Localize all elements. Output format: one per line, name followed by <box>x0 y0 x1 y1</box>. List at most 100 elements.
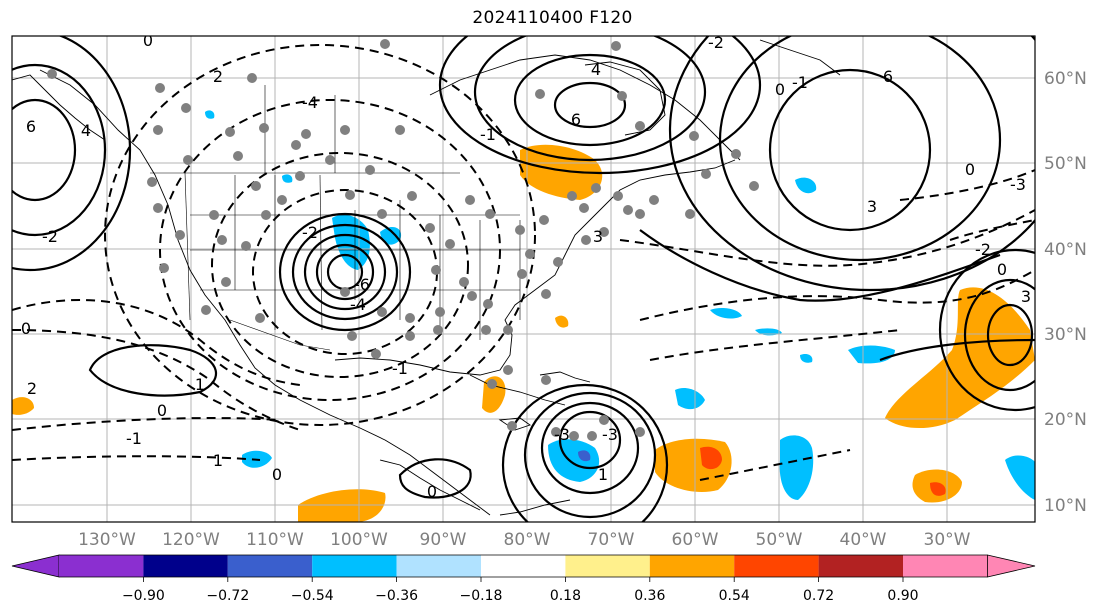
contour-label: 0 <box>143 31 153 50</box>
shading-layer <box>12 110 1035 522</box>
contour-label: -2 <box>975 240 991 259</box>
contour-lines <box>12 36 1035 522</box>
lon-label-60w: 60°W <box>672 530 719 550</box>
colorbar-tick-label: 0.72 <box>803 588 834 604</box>
lat-label-20n: 20°N <box>1044 410 1087 430</box>
contour-label: -6 <box>354 275 370 294</box>
colorbar-bin <box>59 555 144 577</box>
contour-label: -3 <box>554 425 570 444</box>
contour-label: -1 <box>480 125 496 144</box>
pacific-high-rings <box>12 36 132 272</box>
contour-label: -2 <box>302 223 318 242</box>
contour-label: 1 <box>213 451 223 470</box>
colorbar-tick-label: −0.36 <box>375 588 418 604</box>
shade-strong-negative-caribbean <box>578 450 591 462</box>
lat-label-40n: 40°N <box>1044 240 1087 260</box>
lon-label-90w: 90°W <box>420 530 467 550</box>
shade-negative-small2 <box>282 174 293 183</box>
colorbar-bin <box>565 555 650 577</box>
colorbar-tick-label: 0.54 <box>719 588 750 604</box>
shade-negative-small3 <box>800 353 813 363</box>
colorbar: −0.90 −0.72 −0.54 −0.36 −0.18 0.18 0.36 … <box>11 554 1036 604</box>
coastlines <box>12 39 841 516</box>
caribbean-low-rings <box>501 383 669 522</box>
misc-dashed <box>12 169 1035 481</box>
colorbar-tick-label: −0.54 <box>291 588 334 604</box>
map-panel: 0 2 -4 6 4 -2 0 -2 -6 -4 1 2 -1 0 1 -1 0… <box>12 31 1035 522</box>
contour-labels: 0 2 -4 6 4 -2 0 -2 -6 -4 1 2 -1 0 1 -1 0… <box>21 31 1031 501</box>
lon-label-70w: 70°W <box>588 530 635 550</box>
shade-negative-plains-b <box>380 226 402 245</box>
shade-strong-caribbean <box>700 446 722 470</box>
map-title: 2024110400 F120 <box>472 8 633 28</box>
colorbar-extend-high <box>987 554 1036 578</box>
colorbar-tick-label: 0.90 <box>887 588 918 604</box>
colorbar-bin <box>818 555 903 577</box>
shade-negative-atlantic-4 <box>675 388 705 410</box>
colorbar-bin <box>649 555 735 577</box>
ne-high-rings <box>438 36 762 175</box>
shade-positive-west-edge <box>12 397 34 415</box>
contour-label: 4 <box>591 60 601 79</box>
longitude-labels: 130°W 120°W 110°W 100°W 90°W 80°W 70°W 6… <box>78 530 971 550</box>
contour-label: -1 <box>792 73 808 92</box>
lon-label-50w: 50°W <box>756 530 803 550</box>
shade-negative-small <box>205 110 215 119</box>
colorbar-bin <box>143 555 228 577</box>
lon-label-30w: 30°W <box>924 530 971 550</box>
contour-label: 0 <box>775 80 785 99</box>
contour-label: 1 <box>195 375 205 394</box>
shade-positive-pacific <box>298 489 386 522</box>
east-atlantic-rings <box>938 248 1035 412</box>
contour-label: 0 <box>965 160 975 179</box>
contour-label: 3 <box>1021 287 1031 306</box>
contour-label: 3 <box>867 197 877 216</box>
contour-label: 2 <box>213 67 223 86</box>
colorbar-bin <box>396 555 481 577</box>
lat-label-30n: 30°N <box>1044 325 1087 345</box>
colorbar-extend-low <box>11 554 60 578</box>
contour-label: 6 <box>883 67 893 86</box>
shade-positive-canada <box>520 144 603 200</box>
contour-label: 6 <box>26 117 36 136</box>
contour-label: -4 <box>350 295 366 314</box>
colorbar-bin <box>481 555 566 577</box>
atlantic-high-rings <box>668 36 1035 292</box>
station-markers <box>47 39 759 441</box>
shade-negative-atlantic-3 <box>795 177 817 194</box>
colorbar-bin <box>227 555 313 577</box>
lat-label-50n: 50°N <box>1044 154 1087 174</box>
contour-label: -4 <box>302 93 318 112</box>
colorbar-tick-label: −0.90 <box>122 588 165 604</box>
contour-label: -3 <box>1010 175 1026 194</box>
contour-label: 0 <box>157 401 167 420</box>
colorbar-ticks <box>142 577 904 582</box>
contour-label: 0 <box>427 482 437 501</box>
shade-positive-small1 <box>555 315 569 328</box>
lon-label-40w: 40°W <box>840 530 887 550</box>
shade-negative-atlantic-1 <box>779 435 814 500</box>
contour-label: 6 <box>571 110 581 129</box>
shade-negative-atlantic-6 <box>1005 455 1035 500</box>
colorbar-bin <box>903 555 988 577</box>
contour-label: -2 <box>708 33 724 52</box>
lat-label-60n: 60°N <box>1044 69 1087 89</box>
contour-label: 0 <box>21 319 31 338</box>
lat-label-10n: 10°N <box>1044 496 1087 516</box>
misc-solid <box>88 229 1035 499</box>
contour-label: -1 <box>392 359 408 378</box>
contour-label: 0 <box>997 260 1007 279</box>
shade-strong-east-atlantic <box>930 482 946 496</box>
map-frame <box>11 35 1036 523</box>
shade-positive-atlantic <box>885 287 1035 429</box>
lon-label-130w: 130°W <box>78 530 136 550</box>
lon-label-100w: 100°W <box>330 530 388 550</box>
colorbar-bin <box>734 555 819 577</box>
colorbar-tick-label: −0.72 <box>206 588 249 604</box>
colorbar-bin <box>312 555 397 577</box>
latitude-labels: 10°N 20°N 30°N 40°N 50°N 60°N <box>1044 69 1087 516</box>
colorbar-tick-label: 0.36 <box>634 588 665 604</box>
contour-label: 0 <box>272 465 282 484</box>
lon-label-110w: 110°W <box>246 530 304 550</box>
